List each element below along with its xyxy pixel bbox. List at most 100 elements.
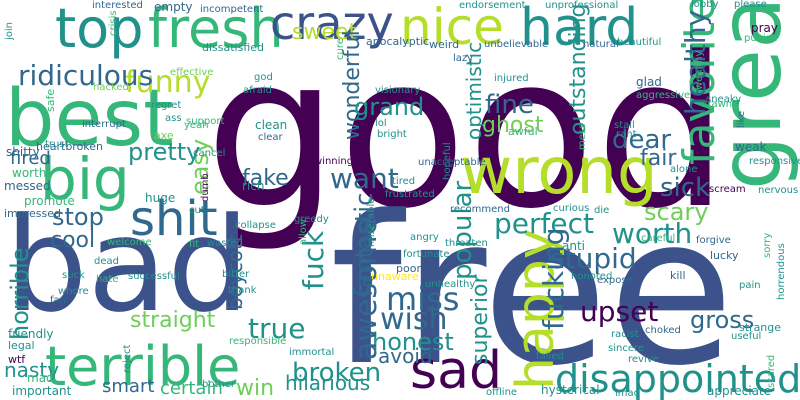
word-fair: fair <box>640 146 677 171</box>
word-responsible: responsible <box>229 336 287 347</box>
word-empty: empty <box>154 0 193 14</box>
word-whore: whore <box>58 286 89 297</box>
word-wtf: wtf <box>8 353 26 366</box>
word-lol: lol <box>375 118 387 129</box>
word-important: important <box>12 384 72 398</box>
word-scream: scream <box>709 184 746 195</box>
word-unhealthy: unhealthy <box>425 279 476 290</box>
word-nice: nice <box>400 0 504 56</box>
word-clean: clean <box>255 118 288 132</box>
word-punish: punish <box>744 33 778 44</box>
word-shit: shit <box>130 191 218 247</box>
word-hilarious: hilarious <box>285 371 371 395</box>
word-smart: smart <box>102 376 155 397</box>
word-gross: gross <box>690 306 755 334</box>
word-sincere: sincere <box>608 343 645 354</box>
word-crisis: crisis <box>108 10 119 36</box>
word-bright: bright <box>377 129 407 140</box>
word-scared: scared <box>766 354 777 388</box>
word-heartbroken: heartbroken <box>36 140 104 153</box>
word-weak: weak <box>735 140 767 154</box>
word-weird: weird <box>429 38 460 51</box>
word-apocalyptic: apocalyptic <box>366 35 430 48</box>
word-worth: worth <box>612 217 693 250</box>
word-sweet: sweet <box>292 20 358 45</box>
word-racist: racist <box>611 329 639 340</box>
word-clear: clear <box>258 132 283 143</box>
word-hacked: hacked <box>93 82 129 93</box>
word-interrupt: interrupt <box>82 119 126 130</box>
word-strange: strange <box>739 321 782 334</box>
word-straight: straight <box>130 308 216 333</box>
word-hard: hard <box>520 0 639 58</box>
word-interested: interested <box>92 0 143 11</box>
word-poor: poor <box>396 262 421 275</box>
word-careful: careful <box>641 233 676 244</box>
word-natural: natural <box>583 39 619 50</box>
word-good: good <box>205 10 729 255</box>
word-safe: safe <box>44 88 57 112</box>
word-miss: miss <box>386 280 460 318</box>
word-responsive: responsive <box>749 156 800 167</box>
word-dear: dear <box>612 125 672 155</box>
word-miserable: miserable <box>366 197 377 247</box>
word-win: win <box>236 376 275 400</box>
word-honest: honest <box>372 328 454 356</box>
word-wish: wish <box>380 302 448 337</box>
word-fake: fake <box>242 166 289 191</box>
word-lmao: lmao <box>615 388 640 399</box>
word-best: best <box>5 74 174 164</box>
word-choked: choked <box>645 325 681 336</box>
word-fortunate: fortunate <box>403 249 450 260</box>
word-beautiful: beautiful <box>617 37 662 48</box>
word-bitter: bitter <box>222 269 250 280</box>
word-tired: tired <box>392 176 416 187</box>
word-bad: bad <box>5 189 250 341</box>
word-broken: broken <box>292 358 382 388</box>
word-free: free <box>330 173 735 400</box>
word-top: top <box>55 0 144 60</box>
word-fine: fine <box>485 90 534 120</box>
word-crazy: crazy <box>270 0 394 50</box>
word-glad: glad <box>636 75 662 89</box>
word-grand: grand <box>354 93 425 121</box>
word-visionary: visionary <box>375 85 421 96</box>
word-threaten: threaten <box>445 238 488 249</box>
word-certain: certain <box>160 378 223 399</box>
word-expose: expose <box>597 275 633 286</box>
word-incompetent: incompetent <box>200 4 264 15</box>
word-immortal: immortal <box>289 347 335 358</box>
word-winning: winning <box>314 156 354 167</box>
word-nervous: nervous <box>758 185 799 196</box>
word-shitty: shitty <box>6 145 40 159</box>
word-fit: fit <box>189 239 200 250</box>
word-ass: ass <box>165 113 182 124</box>
word-offline: offline <box>486 387 518 398</box>
word-axe: axe <box>154 129 174 142</box>
word-recommend: recommend <box>450 204 510 215</box>
word-funny: funny <box>125 65 211 100</box>
word-cut: cut <box>189 205 205 216</box>
word-welcome: welcome <box>107 237 152 248</box>
word-trust: trust <box>45 139 69 150</box>
word-unbelievable: unbelievable <box>484 39 549 50</box>
word-mad: mad <box>27 371 54 385</box>
word-disappointed: disappointed <box>555 357 800 400</box>
word-unaware: unaware <box>371 270 419 283</box>
word-failed: failed <box>536 351 564 362</box>
word-hate: hate <box>96 274 119 285</box>
word-revive: revive <box>628 354 659 365</box>
word-ridiculous: ridiculous <box>18 59 154 92</box>
word-promote: promote <box>24 194 75 208</box>
word-alone: alone <box>670 164 698 175</box>
word-greedy: greedy <box>294 214 329 225</box>
word-yeah: yeah <box>184 120 209 131</box>
word-god: god <box>254 72 273 83</box>
word-outstanding: outstanding <box>566 3 591 135</box>
word-pain: pain <box>739 280 761 291</box>
word-successful: successful <box>128 271 180 282</box>
word-aggressive: aggressive <box>636 90 691 101</box>
word-mess: mess <box>577 123 588 150</box>
word-injured: injured <box>494 73 529 84</box>
word-please: please <box>734 0 767 10</box>
